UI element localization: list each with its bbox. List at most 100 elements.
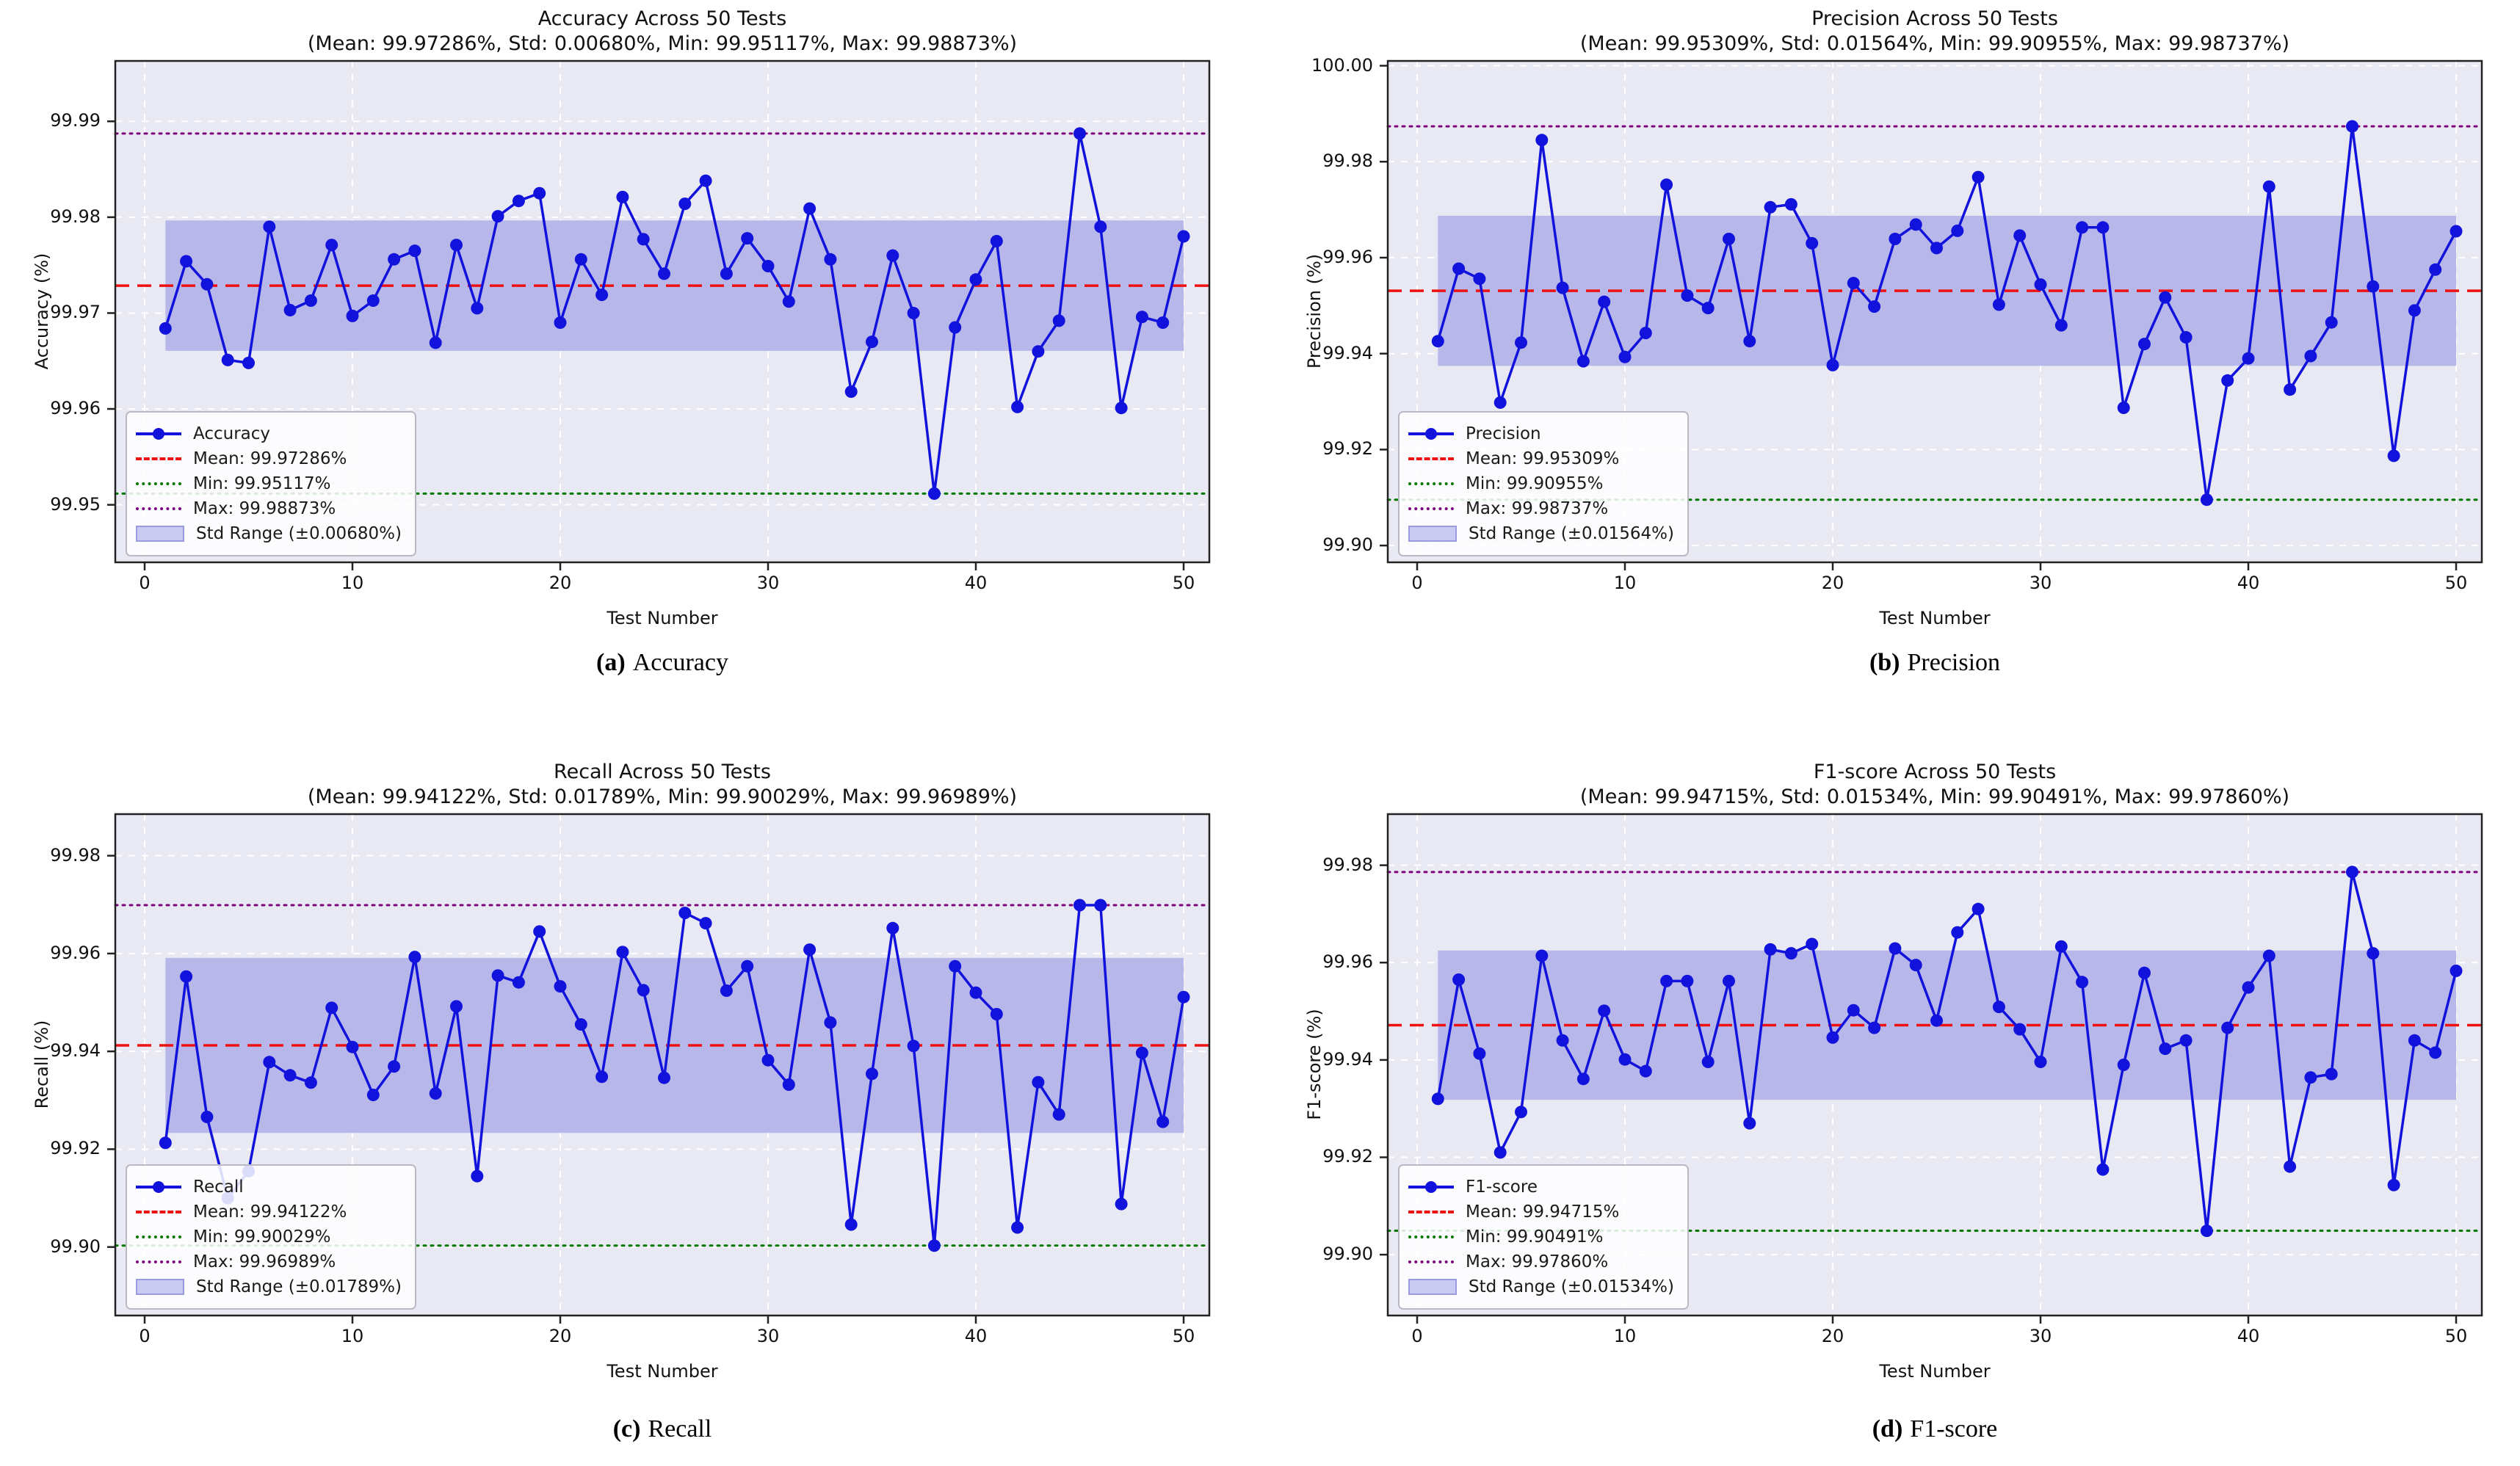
precision-data-point <box>1951 224 1964 237</box>
f1-score-data-point <box>1556 1034 1569 1047</box>
plot-area-recall: Recall Mean: 99.94122% Min: 99.90029% Ma… <box>107 813 1211 1324</box>
precision-data-point <box>1681 289 1694 302</box>
recall-data-point <box>741 959 754 973</box>
accuracy-data-point <box>346 309 359 322</box>
y-tick-label: 100.00 <box>1311 54 1373 76</box>
legend-accuracy: Accuracy Mean: 99.97286% Min: 99.95117% … <box>126 411 416 556</box>
accuracy-data-point <box>471 302 484 315</box>
accuracy-data-point <box>969 273 982 286</box>
accuracy-data-point <box>450 239 463 252</box>
f1-score-data-point <box>2179 1034 2193 1047</box>
precision-data-point <box>2387 449 2400 462</box>
accuracy-data-point <box>949 321 962 334</box>
precision-data-point <box>1556 281 1569 294</box>
panel-d-subtitle: (Mean: 99.94715%, Std: 0.01534%, Min: 99… <box>1579 785 2290 808</box>
precision-data-point <box>2221 374 2234 387</box>
y-tick-label: 99.94 <box>1322 1048 1373 1070</box>
precision-data-point <box>1431 335 1444 348</box>
recall-data-point <box>1011 1221 1024 1234</box>
chart-canvas-f1-score <box>1380 813 2483 1324</box>
y-tick-label: 99.98 <box>1322 854 1373 875</box>
legend-label: Mean: 99.97286% <box>193 449 347 468</box>
y-tick-label: 99.98 <box>50 206 101 227</box>
legend-item-min: Min: 99.90955% <box>1408 471 1674 496</box>
y-tick-label: 99.90 <box>50 1235 101 1257</box>
precision-data-point <box>2159 291 2172 304</box>
f1-score-data-point <box>1806 937 1819 951</box>
accuracy-data-point <box>803 202 817 215</box>
accuracy-data-point <box>408 244 421 258</box>
accuracy-data-point <box>658 267 670 280</box>
recall-data-point <box>283 1069 297 1082</box>
legend-item-series: Accuracy <box>136 421 402 446</box>
accuracy-data-point <box>1011 400 1024 413</box>
precision-data-point <box>1660 178 1673 192</box>
legend-recall: Recall Mean: 99.94122% Min: 99.90029% Ma… <box>126 1164 416 1310</box>
legend-label: Precision <box>1466 424 1541 443</box>
recall-data-point <box>1094 899 1107 912</box>
f1-score-data-point <box>2387 1178 2400 1191</box>
legend-label: Min: 99.90955% <box>1466 474 1604 493</box>
x-tick-label: 10 <box>1613 573 1637 593</box>
precision-data-point <box>2325 316 2338 329</box>
x-tick-label: 30 <box>756 573 780 593</box>
accuracy-data-point <box>637 233 650 246</box>
x-tick-label: 50 <box>1172 1326 1195 1346</box>
recall-data-point <box>263 1056 276 1069</box>
precision-data-point <box>2262 180 2275 193</box>
max-dotted-icon <box>136 501 181 516</box>
precision-series-line <box>1436 125 2458 501</box>
precision-data-point <box>2013 229 2027 242</box>
f1-score-data-point <box>1868 1021 1881 1034</box>
max-dotted-icon <box>1408 501 1454 516</box>
precision-data-point <box>1493 396 1507 409</box>
precision-data-point <box>1618 350 1632 363</box>
x-tick-label: 0 <box>1411 1326 1423 1346</box>
accuracy-data-point <box>907 307 920 319</box>
legend-label: Min: 99.90491% <box>1466 1227 1604 1247</box>
series-line-icon <box>1408 427 1454 441</box>
panel-c-caption: (c) Recall <box>115 1415 1209 1443</box>
precision-data-point <box>2034 278 2047 291</box>
precision-data-point <box>1535 134 1549 147</box>
legend-label: Min: 99.90029% <box>193 1227 331 1247</box>
caption-tag: (a) <box>596 649 626 676</box>
y-tick-label: 99.90 <box>1322 1244 1373 1265</box>
panel-c-ylabel: Recall (%) <box>32 1020 52 1109</box>
x-tick-label: 30 <box>2029 1326 2052 1346</box>
precision-data-point <box>1784 197 1797 211</box>
accuracy-data-point <box>678 197 692 211</box>
y-tick-label: 99.96 <box>1322 951 1373 973</box>
f1-score-data-point <box>2242 981 2255 994</box>
recall-data-point <box>616 946 629 959</box>
recall-data-point <box>1156 1115 1170 1128</box>
precision-data-point <box>1909 218 1922 231</box>
accuracy-series-line <box>164 132 1185 496</box>
legend-label: Accuracy <box>193 424 271 443</box>
x-tick-label: 10 <box>341 1326 364 1346</box>
accuracy-data-point <box>388 253 401 266</box>
f1-score-data-point <box>1515 1106 1527 1119</box>
legend-label: Mean: 99.94715% <box>1466 1202 1620 1222</box>
precision-data-point <box>1452 262 1466 275</box>
std-band-icon <box>1408 526 1457 542</box>
precision-data-point <box>1576 355 1590 368</box>
caption-text: Precision <box>1907 649 2001 676</box>
f1-score-data-point <box>2221 1021 2234 1034</box>
legend-item-min: Min: 99.90491% <box>1408 1224 1674 1249</box>
x-tick-label: 40 <box>964 1326 988 1346</box>
min-dotted-icon <box>136 1230 181 1244</box>
accuracy-data-point <box>200 277 214 291</box>
recall-data-point <box>471 1169 484 1183</box>
precision-data-point <box>1639 327 1652 340</box>
precision-data-point <box>1889 233 1902 245</box>
precision-data-point <box>2284 383 2297 396</box>
legend-item-series: Precision <box>1408 421 1674 446</box>
accuracy-data-point <box>325 239 338 252</box>
x-tick-label: 30 <box>2029 573 2052 593</box>
accuracy-data-point <box>866 335 878 349</box>
panel-a-xlabel: Test Number <box>607 608 718 628</box>
axes-spine <box>114 813 1211 1317</box>
recall-data-point <box>346 1040 359 1053</box>
